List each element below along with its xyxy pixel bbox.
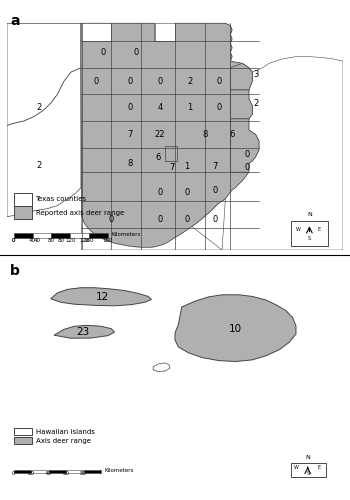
Text: 6: 6 [230,130,235,139]
Text: 160: 160 [103,238,113,243]
Bar [31,470,49,472]
Text: 2: 2 [253,99,258,108]
Text: 0: 0 [184,216,189,224]
Text: 22: 22 [155,130,165,139]
Polygon shape [81,24,259,248]
Polygon shape [7,68,81,216]
Text: 2: 2 [36,104,42,112]
Text: 0: 0 [216,104,221,112]
Bar [14,438,32,444]
Bar [84,470,101,472]
Text: 40: 40 [29,238,36,243]
Polygon shape [155,24,175,41]
Bar [49,470,66,472]
Text: N: N [307,212,312,216]
Text: 20: 20 [28,472,35,476]
Text: 0: 0 [216,76,221,86]
Text: 0: 0 [134,48,139,56]
Text: 8: 8 [203,130,208,139]
Text: 120: 120 [65,238,75,243]
Text: 2: 2 [36,161,42,170]
Text: 0: 0 [127,76,132,86]
Text: 23: 23 [76,327,89,337]
Text: 0: 0 [157,76,162,86]
Polygon shape [230,90,252,119]
Text: a: a [10,14,20,28]
Bar [89,233,108,237]
Polygon shape [230,64,252,90]
Text: 40: 40 [45,472,52,476]
Polygon shape [230,119,259,172]
Text: 8: 8 [127,159,132,168]
Text: 160: 160 [84,238,94,243]
Text: 6: 6 [155,153,161,162]
Text: 1: 1 [188,104,193,112]
Text: 0: 0 [184,188,189,196]
Polygon shape [7,24,81,126]
Text: 7: 7 [169,164,174,172]
Text: 0: 0 [245,164,250,172]
Text: 7: 7 [213,162,218,171]
Bar [14,206,32,219]
Text: 0: 0 [245,150,250,159]
Polygon shape [54,326,114,338]
Text: 0: 0 [157,188,162,196]
Text: 0: 0 [12,238,15,243]
Text: 120: 120 [79,238,90,243]
Polygon shape [51,288,152,306]
Text: Axis deer range: Axis deer range [36,438,91,444]
Text: 80: 80 [80,472,87,476]
Polygon shape [175,295,296,362]
Text: 80: 80 [48,238,55,243]
Polygon shape [82,214,222,250]
Text: 1: 1 [184,162,189,171]
Text: 4: 4 [157,104,162,112]
Text: 0: 0 [108,216,114,224]
Bar [33,233,51,237]
Text: Kilometers: Kilometers [104,468,134,472]
Text: 3: 3 [253,70,258,79]
Text: 80: 80 [57,238,64,243]
Polygon shape [222,56,343,250]
Text: W: W [296,226,301,232]
Bar [14,193,32,205]
Bar [81,24,111,41]
Text: Kilometers: Kilometers [111,232,141,237]
Text: 2: 2 [188,76,193,86]
Polygon shape [153,363,170,372]
Text: 0: 0 [127,104,132,112]
Text: 0: 0 [93,76,99,86]
Text: 7: 7 [127,130,132,139]
Bar [51,233,70,237]
Text: N: N [305,455,310,460]
Text: 10: 10 [229,324,242,334]
Text: 0: 0 [100,48,105,56]
Text: 12: 12 [96,292,110,302]
Bar [291,464,326,477]
Text: Reported axis deer range: Reported axis deer range [36,210,124,216]
Text: Texas counties: Texas counties [36,196,87,202]
Bar [14,233,33,237]
Text: b: b [10,264,20,278]
Bar [14,470,31,472]
Bar [66,470,84,472]
Polygon shape [165,146,177,161]
Bar [14,428,32,435]
Text: 0: 0 [213,216,218,224]
Text: S: S [308,236,311,241]
Text: Hawaiian islands: Hawaiian islands [36,428,94,434]
Text: E: E [318,226,321,232]
Text: 0: 0 [12,238,15,243]
Bar [291,221,328,246]
Text: 0: 0 [157,216,162,224]
Bar [70,233,89,237]
Text: 60: 60 [63,472,70,476]
Text: W: W [293,465,298,470]
Text: 0: 0 [12,472,15,476]
Text: 40: 40 [34,238,41,243]
Text: 0: 0 [213,186,218,196]
Text: S: S [306,472,309,476]
Text: E: E [317,465,320,470]
